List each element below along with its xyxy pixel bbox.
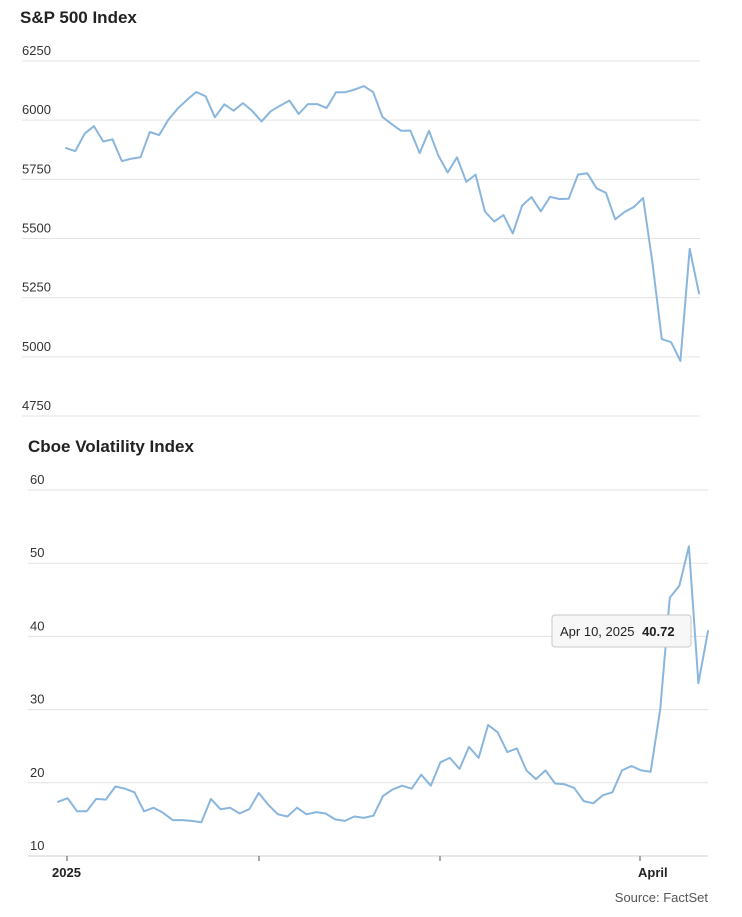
tooltip-box	[551, 614, 692, 648]
x-tick-label: April	[638, 865, 668, 880]
x-tick-label: 2025	[52, 865, 81, 880]
vix-x-axis: 2025 April	[52, 856, 668, 880]
y-tick-label: 60	[30, 472, 44, 487]
y-tick-label: 40	[30, 618, 44, 633]
y-tick-label: 10	[30, 838, 44, 853]
y-tick-label: 5500	[22, 221, 51, 236]
source-note: Source: FactSet	[615, 890, 709, 905]
sp500-points	[66, 86, 699, 361]
tooltip-value: 40.72	[642, 624, 675, 639]
svg-text:Apr 10, 2025 40.72: Apr 10, 2025 40.72	[560, 624, 675, 639]
y-tick-label: 4750	[22, 398, 51, 413]
y-tick-label: 20	[30, 765, 44, 780]
y-tick-label: 30	[30, 692, 44, 707]
y-tick-label: 6000	[22, 102, 51, 117]
y-tick-label: 5250	[22, 280, 51, 295]
vix-points	[58, 546, 708, 822]
tooltip-date: Apr 10, 2025	[560, 624, 634, 639]
sp500-chart-title: S&P 500 Index	[20, 8, 137, 27]
vix-series-line	[57, 545, 709, 824]
vix-chart-title: Cboe Volatility Index	[28, 437, 194, 456]
y-tick-label: 5750	[22, 161, 51, 176]
sp500-y-axis: 4750 5000 5250 5500 5750 6000 6250	[22, 43, 51, 413]
vix-tooltip: Apr 10, 2025 40.72	[551, 614, 692, 648]
y-tick-label: 50	[30, 545, 44, 560]
y-tick-label: 5000	[22, 339, 51, 354]
y-tick-label: 6250	[22, 43, 51, 58]
sp500-series-line	[65, 85, 700, 362]
vix-y-axis: 10 20 30 40 50 60	[30, 472, 44, 853]
sp500-gridlines	[22, 60, 700, 417]
